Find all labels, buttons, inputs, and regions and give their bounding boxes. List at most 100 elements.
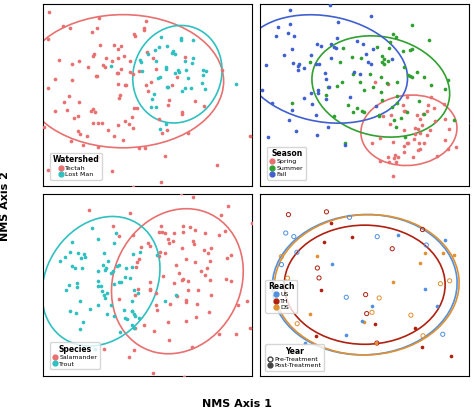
Point: [227, 278, 235, 285]
Point: [290, 233, 298, 240]
Point: [75, 57, 83, 64]
Point: [354, 38, 361, 45]
Point: [401, 107, 408, 114]
Point: [421, 286, 429, 292]
Point: [129, 125, 137, 132]
Point: [153, 66, 160, 72]
Point: [293, 348, 301, 354]
Point: [191, 259, 198, 265]
Point: [322, 76, 329, 82]
Point: [394, 232, 401, 238]
Point: [224, 203, 231, 210]
Point: [126, 121, 133, 128]
Point: [204, 265, 211, 272]
Point: [290, 60, 297, 67]
Point: [293, 320, 301, 327]
Point: [401, 127, 408, 134]
Point: [363, 51, 370, 57]
Point: [441, 136, 448, 143]
Point: [170, 230, 178, 237]
Point: [328, 261, 336, 267]
Point: [69, 60, 76, 67]
Point: [369, 45, 377, 52]
Point: [346, 214, 353, 221]
Point: [175, 69, 183, 76]
Point: [423, 132, 431, 138]
Point: [100, 292, 108, 299]
Point: [91, 51, 98, 57]
Point: [189, 194, 197, 201]
Point: [123, 81, 130, 88]
Point: [294, 63, 302, 70]
Point: [326, 84, 333, 90]
Point: [415, 140, 423, 147]
Point: [116, 279, 123, 285]
Point: [191, 98, 199, 104]
Point: [182, 66, 190, 73]
Point: [343, 294, 350, 301]
Point: [416, 146, 423, 153]
Point: [410, 136, 418, 143]
Point: [152, 58, 160, 65]
Point: [294, 67, 302, 74]
Point: [431, 117, 439, 124]
Point: [324, 83, 332, 90]
Point: [201, 85, 209, 92]
Point: [178, 277, 186, 283]
Point: [337, 59, 344, 65]
Point: [88, 29, 95, 36]
Point: [198, 268, 205, 275]
Point: [246, 325, 254, 332]
Point: [200, 103, 208, 110]
Point: [117, 278, 125, 285]
Point: [127, 275, 134, 281]
Point: [157, 34, 165, 40]
Point: [232, 330, 240, 337]
Point: [332, 45, 339, 51]
Point: [104, 127, 112, 133]
Point: [286, 21, 294, 27]
Point: [182, 297, 190, 304]
Point: [179, 223, 186, 229]
Point: [202, 68, 210, 74]
Point: [158, 179, 165, 186]
Point: [390, 154, 398, 161]
Point: [373, 340, 381, 347]
Point: [79, 265, 86, 271]
Point: [121, 314, 128, 321]
Point: [360, 87, 368, 93]
Point: [126, 354, 133, 360]
Point: [377, 88, 385, 95]
Point: [166, 301, 174, 307]
Point: [278, 253, 285, 260]
Point: [142, 145, 149, 151]
Point: [219, 66, 226, 73]
Point: [356, 78, 364, 85]
Point: [170, 280, 177, 287]
Point: [278, 261, 285, 268]
Point: [173, 292, 180, 298]
Point: [363, 310, 371, 317]
Point: [353, 105, 361, 112]
Point: [375, 112, 383, 118]
Point: [110, 313, 118, 319]
Point: [61, 254, 69, 261]
Point: [384, 154, 392, 161]
Point: [134, 285, 141, 292]
Point: [177, 35, 185, 42]
Point: [201, 230, 209, 236]
Point: [154, 251, 161, 258]
Point: [393, 93, 401, 100]
Point: [232, 81, 239, 88]
Point: [189, 238, 197, 244]
Point: [114, 70, 121, 76]
Point: [386, 38, 394, 45]
Point: [215, 331, 223, 337]
Point: [143, 18, 150, 25]
Point: [68, 238, 75, 245]
Point: [372, 103, 380, 109]
Point: [324, 124, 331, 131]
Point: [156, 161, 164, 167]
Point: [181, 374, 188, 380]
Point: [389, 173, 396, 179]
